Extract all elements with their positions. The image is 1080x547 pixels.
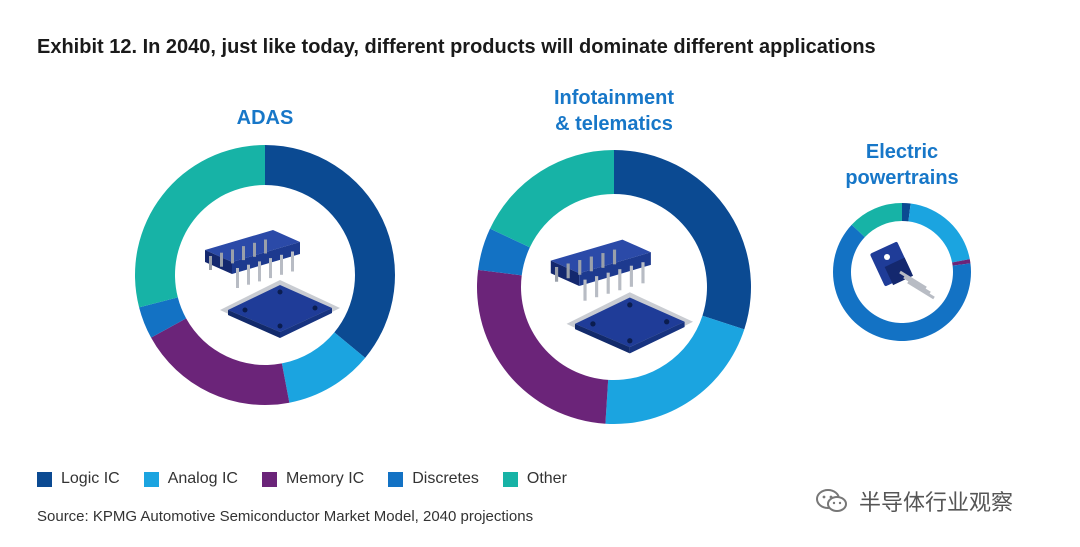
donut-slice-discretes bbox=[139, 297, 187, 338]
source-note: Source: KPMG Automotive Semiconductor Ma… bbox=[37, 508, 534, 525]
donut-title-line: Infotainment bbox=[554, 87, 674, 109]
donut-slice-discretes bbox=[833, 224, 972, 341]
watermark-text: 半导体行业观察 bbox=[859, 490, 1014, 515]
donut-slice-other bbox=[851, 203, 902, 238]
donut-slice-memory-ic bbox=[952, 259, 971, 266]
donut-chart-1: ADAS bbox=[134, 107, 395, 405]
legend-item-other: Other bbox=[502, 470, 567, 488]
donut-title-line: powertrains bbox=[845, 167, 958, 189]
donut-slice-logic-ic bbox=[902, 203, 911, 222]
watermark: 半导体行业观察 bbox=[815, 485, 1013, 517]
donut-title-line: Electric bbox=[866, 141, 938, 163]
donut-chart-3: Electric powertrains bbox=[833, 141, 972, 341]
logic-chip-icon bbox=[205, 230, 340, 338]
legend-swatch bbox=[388, 471, 404, 487]
donut-slice-other bbox=[134, 145, 265, 308]
donut-slice-analog-ic bbox=[908, 203, 970, 263]
donut-slice-analog-ic bbox=[605, 315, 745, 425]
legend-label: Logic IC bbox=[61, 470, 120, 487]
donut-slice-logic-ic bbox=[614, 150, 751, 330]
logic-chip-icon bbox=[550, 239, 694, 354]
donut-slice-discretes bbox=[478, 228, 530, 276]
donut-slice-logic-ic bbox=[265, 145, 395, 358]
legend-swatch bbox=[502, 471, 518, 487]
legend-label: Memory IC bbox=[285, 470, 365, 487]
donut-title-line: ADAS bbox=[237, 107, 294, 129]
donut-slice-other bbox=[490, 150, 614, 248]
legend-item-memory-ic: Memory IC bbox=[261, 470, 365, 488]
donut-slice-analog-ic bbox=[281, 332, 366, 403]
wechat-icon bbox=[816, 489, 847, 512]
chart-title: Exhibit 12. In 2040, just like today, di… bbox=[37, 36, 876, 58]
legend-item-discretes: Discretes bbox=[388, 470, 479, 488]
donut-slice-memory-ic bbox=[151, 318, 290, 405]
power-transistor-icon bbox=[870, 242, 935, 300]
legend-label: Other bbox=[526, 470, 567, 487]
legend-label: Analog IC bbox=[167, 470, 238, 487]
donut-chart-2: Infotainment & telematics bbox=[477, 87, 751, 425]
legend-item-logic-ic: Logic IC bbox=[37, 470, 120, 488]
legend-label: Discretes bbox=[412, 470, 479, 487]
legend-item-analog-ic: Analog IC bbox=[143, 470, 238, 488]
legend-swatch bbox=[37, 471, 52, 487]
donut-slice-memory-ic bbox=[477, 269, 609, 424]
donut-title-line: & telematics bbox=[555, 113, 673, 135]
legend-swatch bbox=[261, 471, 277, 487]
legend-swatch bbox=[143, 471, 159, 487]
legend: Logic IC Analog IC Memory IC Discretes O… bbox=[37, 470, 591, 488]
